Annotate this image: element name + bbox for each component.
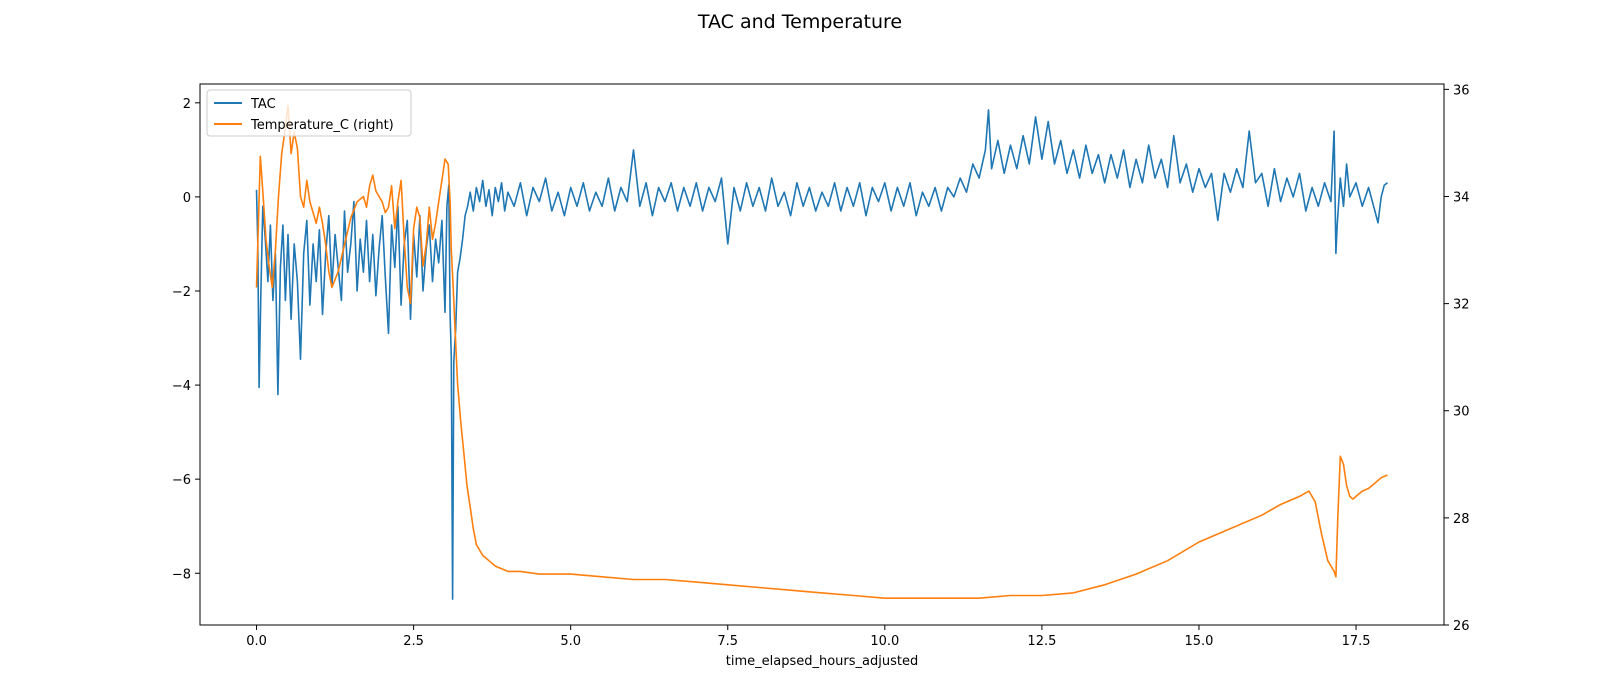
legend-label-temperature: Temperature_C (right)	[250, 118, 394, 133]
x-tick-label: 2.5	[403, 634, 424, 649]
legend: TAC Temperature_C (right)	[206, 89, 412, 137]
x-tick-label: 5.0	[560, 634, 581, 649]
y-right-tick-label: 36	[1453, 83, 1470, 98]
x-axis: 0.0 2.5 5.0 7.5 10.0 12.5 15.0 17.5	[246, 625, 1371, 649]
x-axis-label: time_elapsed_hours_adjusted	[726, 654, 918, 669]
x-tick-label: 0.0	[246, 634, 267, 649]
legend-box	[206, 89, 412, 137]
x-tick-label: 15.0	[1184, 634, 1213, 649]
y-left-tick-label: 2	[183, 97, 191, 112]
y-right-tick-label: 26	[1453, 619, 1470, 634]
x-tick-label: 12.5	[1027, 634, 1056, 649]
y-axis-right: 26 28 30 32 34 36	[1444, 83, 1470, 634]
plot-frame	[199, 83, 1445, 626]
series-layer	[255, 104, 1388, 600]
y-right-tick-label: 34	[1453, 190, 1470, 205]
y-left-tick-label: −2	[172, 285, 191, 300]
x-tick-label: 10.0	[870, 634, 899, 649]
x-tick-label: 17.5	[1342, 634, 1371, 649]
series-line-tac	[255, 109, 1388, 600]
y-right-tick-label: 32	[1453, 298, 1470, 313]
series-line-temperature	[255, 104, 1388, 599]
y-left-tick-label: −8	[172, 567, 191, 582]
y-axis-left: −8 −6 −4 −2 0 2	[172, 97, 200, 582]
y-right-tick-label: 30	[1453, 405, 1470, 420]
y-right-tick-label: 28	[1453, 512, 1470, 527]
chart-title: TAC and Temperature	[697, 11, 902, 33]
y-left-tick-label: −4	[172, 379, 191, 394]
legend-label-tac: TAC	[250, 97, 276, 112]
y-left-tick-label: −6	[172, 473, 191, 488]
y-left-tick-label: 0	[183, 191, 191, 206]
x-tick-label: 7.5	[717, 634, 738, 649]
